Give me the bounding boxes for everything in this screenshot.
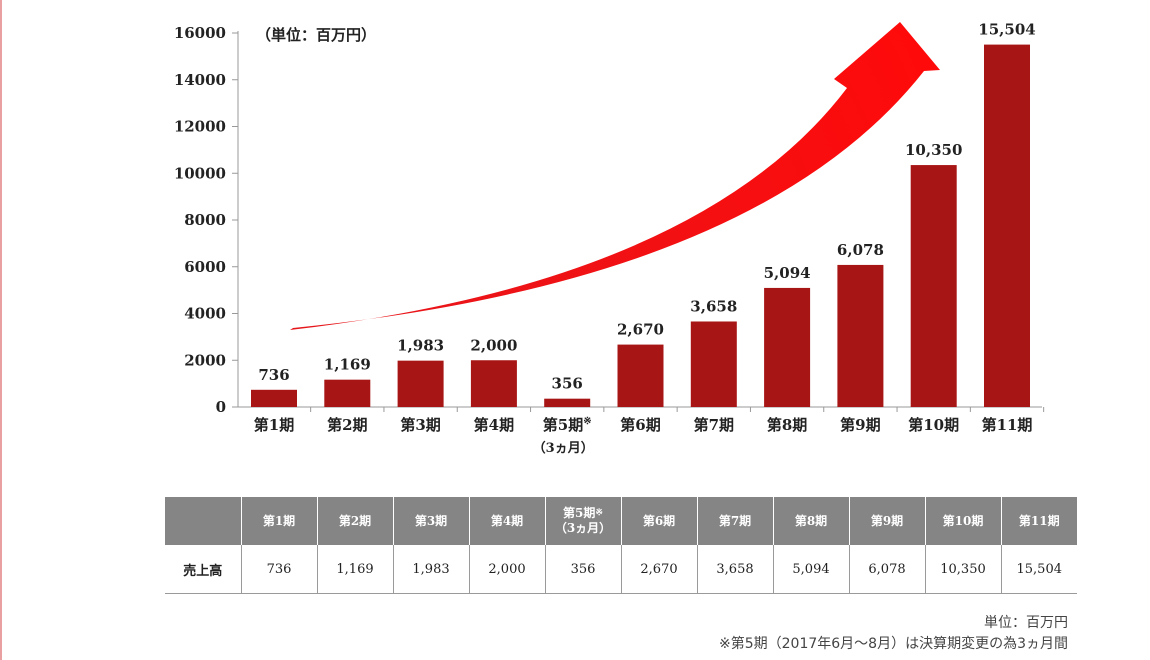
table-cell: 1,983	[392, 545, 469, 594]
table-corner-cell	[165, 497, 241, 545]
y-tick-label: 12000	[174, 118, 226, 136]
bar	[544, 398, 591, 407]
sales-table: 第1期 第2期 第3期 第4期 第5期※ （3ヵ月） 第6期 第7期 第8期 第…	[165, 497, 1077, 594]
bar	[690, 321, 737, 407]
unit-note: 単位：百万円	[984, 615, 1068, 631]
y-tick-label: 14000	[174, 71, 226, 89]
bar	[470, 360, 517, 407]
y-tick-label: 8000	[184, 211, 226, 229]
table-header-row: 第1期 第2期 第3期 第4期 第5期※ （3ヵ月） 第6期 第7期 第8期 第…	[165, 497, 1077, 545]
category-label: 第6期	[620, 416, 660, 434]
table-header-cell: 第9期	[848, 497, 925, 545]
category-label: 第3期	[400, 416, 440, 434]
bar	[397, 360, 444, 407]
table-cell: 2,000	[468, 545, 545, 594]
category-label: 第7期	[694, 416, 734, 434]
category-label: 第5期※	[543, 416, 592, 434]
y-tick-label: 16000	[174, 24, 226, 42]
bar	[617, 344, 664, 407]
table-cell: 10,350	[924, 545, 1001, 594]
table-header-cell-sub: （3ヵ月）	[554, 521, 612, 535]
y-tick-label: 6000	[184, 258, 226, 276]
table-header-cell: 第2期	[316, 497, 393, 545]
footnote-mark: ※	[595, 508, 603, 518]
data-label: 1,983	[397, 337, 444, 355]
y-tick-label: 0	[216, 398, 226, 416]
table-header-cell: 第10期	[924, 497, 1001, 545]
data-label: 356	[552, 375, 583, 393]
category-sub-label: （3ヵ月）	[533, 440, 594, 456]
sales-bar-chart: 0 2000 4000 6000 8000 10000 12000 14000 16000 736…	[174, 21, 1045, 456]
table-header-cell: 第3期	[392, 497, 469, 545]
table-header-cell-label: 第5期	[563, 506, 596, 520]
table-header-cell: 第11期	[1000, 497, 1077, 545]
bar	[910, 165, 957, 407]
category-label: 第8期	[767, 416, 807, 434]
table-header-cell: 第7期	[696, 497, 773, 545]
data-label: 1,169	[324, 356, 371, 374]
data-label: 10,350	[905, 141, 962, 159]
bar	[764, 287, 811, 407]
data-label: 736	[258, 366, 289, 384]
bar	[837, 264, 884, 407]
table-header-cell: 第4期	[468, 497, 545, 545]
table-cell: 5,094	[772, 545, 849, 594]
bar	[984, 44, 1030, 408]
category-label: 第2期	[327, 416, 367, 434]
table-row: 売上高 736 1,169 1,983 2,000 356 2,670 3,65…	[165, 545, 1077, 594]
bar	[251, 389, 297, 407]
table-cell: 1,169	[316, 545, 393, 594]
category-label: 第10期	[908, 416, 959, 434]
table-row-label: 売上高	[165, 545, 241, 594]
data-label: 15,504	[978, 21, 1035, 39]
footnote: ※第5期（2017年6月〜8月）は決算期変更の為3ヵ月間	[719, 636, 1068, 652]
table-cell: 3,658	[696, 545, 773, 594]
table-header-cell: 第6期	[620, 497, 697, 545]
table-cell: 15,504	[1000, 545, 1077, 594]
table-header-cell-period5: 第5期※ （3ヵ月）	[544, 497, 621, 545]
unit-label: （単位：百万円）	[256, 26, 376, 44]
table-cell: 356	[544, 545, 621, 594]
bar	[324, 379, 371, 407]
data-label: 6,078	[837, 241, 884, 259]
data-label: 2,670	[617, 321, 664, 339]
data-label: 3,658	[690, 297, 737, 315]
table-cell: 2,670	[620, 545, 697, 594]
y-tick-label: 4000	[184, 305, 226, 323]
table-header-cell: 第1期	[240, 497, 317, 545]
growth-arrow	[290, 22, 940, 330]
category-label: 第11期	[982, 416, 1033, 434]
category-label: 第4期	[474, 416, 514, 434]
category-label: 第1期	[254, 416, 294, 434]
page-left-border	[0, 0, 2, 660]
table-cell: 6,078	[848, 545, 925, 594]
table-header-cell: 第8期	[772, 497, 849, 545]
table-cell: 736	[240, 545, 317, 594]
category-note-mark: ※	[583, 416, 591, 427]
data-label: 2,000	[470, 336, 517, 354]
data-label: 5,094	[764, 264, 811, 282]
category-label: 第9期	[840, 416, 880, 434]
y-tick-label: 10000	[174, 164, 226, 182]
y-tick-label: 2000	[184, 351, 226, 369]
